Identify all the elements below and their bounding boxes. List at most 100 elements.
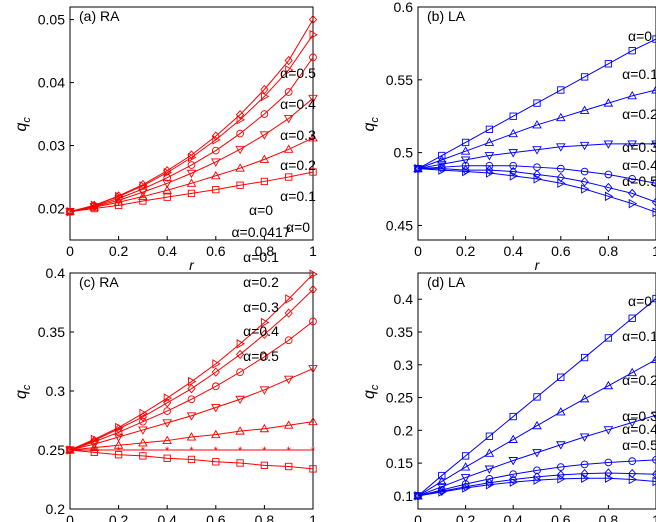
data-point: * xyxy=(116,445,121,457)
series-line xyxy=(69,421,314,451)
series-annotation: α=0.1 xyxy=(243,249,279,265)
x-tick-label: 0.2 xyxy=(109,243,129,259)
data-point xyxy=(557,178,566,188)
series-7 xyxy=(66,269,318,455)
data-point xyxy=(235,145,245,155)
data-point xyxy=(533,99,541,107)
data-point xyxy=(283,375,294,385)
data-point xyxy=(236,349,245,360)
series-annotation: α=0 xyxy=(249,202,273,218)
x-tick-label: 1 xyxy=(652,512,656,522)
data-point xyxy=(460,462,471,471)
data-point xyxy=(162,185,172,194)
series-6 xyxy=(65,284,318,455)
data-point xyxy=(187,150,196,160)
plot-area xyxy=(417,6,656,241)
panel-title: (b) LA xyxy=(427,8,466,24)
data-point xyxy=(283,144,294,153)
data-point xyxy=(65,206,75,217)
x-tick-label: 0.6 xyxy=(551,512,571,522)
y-tick-label: 0.45 xyxy=(386,217,413,233)
data-point xyxy=(260,91,270,102)
series-annotation: α=0.2 xyxy=(243,274,279,290)
data-point xyxy=(532,420,542,430)
data-point xyxy=(188,376,197,387)
series-2 xyxy=(413,85,656,173)
data-point xyxy=(485,168,495,178)
data-point xyxy=(579,105,590,114)
series-line xyxy=(69,34,314,213)
series-annotation: α=0.3 xyxy=(280,127,316,143)
x-tick-label: 1 xyxy=(309,243,317,259)
data-point xyxy=(651,411,656,421)
data-point xyxy=(138,191,148,200)
data-point xyxy=(114,451,123,459)
data-point xyxy=(628,174,637,183)
data-point xyxy=(114,424,123,434)
data-point xyxy=(485,479,495,490)
series-6 xyxy=(65,14,318,217)
data-point xyxy=(259,423,270,433)
data-point xyxy=(509,112,517,120)
y-tick-label: 0.03 xyxy=(38,138,65,154)
data-point xyxy=(485,125,494,133)
data-point xyxy=(163,454,171,462)
data-point xyxy=(580,353,589,362)
series-annotation: α=0.2 xyxy=(622,106,656,122)
data-point xyxy=(509,470,518,479)
data-point xyxy=(260,317,270,328)
data-point xyxy=(309,168,317,176)
data-point xyxy=(236,181,244,189)
data-point xyxy=(284,308,293,318)
data-point xyxy=(580,468,589,479)
x-tick-label: 0 xyxy=(66,243,74,259)
data-point xyxy=(113,440,124,449)
series-line xyxy=(69,171,314,213)
data-point xyxy=(139,408,148,419)
series-annotation: α=0.4 xyxy=(622,421,656,437)
data-point xyxy=(508,434,518,443)
series-annotation: α=0 xyxy=(628,28,652,44)
y-tick-label: 0.55 xyxy=(386,72,413,88)
data-point xyxy=(90,200,99,211)
series-line xyxy=(69,19,314,213)
data-point xyxy=(628,314,636,322)
y-tick-label: 0.5 xyxy=(394,145,414,161)
x-tick-label: 0 xyxy=(414,512,422,522)
series-line xyxy=(69,57,314,213)
data-point xyxy=(260,110,269,118)
data-point xyxy=(139,452,147,460)
data-point: * xyxy=(68,445,73,457)
plot-area xyxy=(69,6,314,241)
y-tick-label: 0.1 xyxy=(394,488,414,504)
panel-title: (a) RA xyxy=(79,8,120,24)
series-line xyxy=(417,89,656,170)
series-line xyxy=(69,368,314,451)
series-annotation: α=0.1 xyxy=(622,66,656,82)
series-annotation: α=0.4 xyxy=(243,323,279,339)
data-point xyxy=(460,146,471,155)
data-point xyxy=(484,137,495,146)
data-point: * xyxy=(165,445,170,457)
data-point xyxy=(259,154,270,163)
x-tick-label: 0.6 xyxy=(551,243,571,259)
data-point xyxy=(438,487,447,497)
series-annotation: α=0.4 xyxy=(622,157,656,173)
data-point xyxy=(309,317,317,326)
data-point xyxy=(260,84,269,95)
data-point xyxy=(437,476,447,485)
x-tick-label: 0.4 xyxy=(503,512,523,522)
data-point xyxy=(259,131,270,140)
data-point xyxy=(627,140,637,149)
x-tick-label: 0.8 xyxy=(255,512,275,522)
data-point xyxy=(308,365,318,374)
y-tick-label: 0.35 xyxy=(38,324,65,340)
y-tick-label: 0.4 xyxy=(394,291,414,307)
series-annotation: α=0 xyxy=(628,293,652,309)
series-4 xyxy=(414,455,656,500)
chart-panel-3: 00.20.40.60.810.20.250.30.350.4rqc(c) RA… xyxy=(13,202,318,522)
data-point xyxy=(211,404,221,413)
data-point xyxy=(162,435,172,445)
data-point xyxy=(652,207,656,218)
